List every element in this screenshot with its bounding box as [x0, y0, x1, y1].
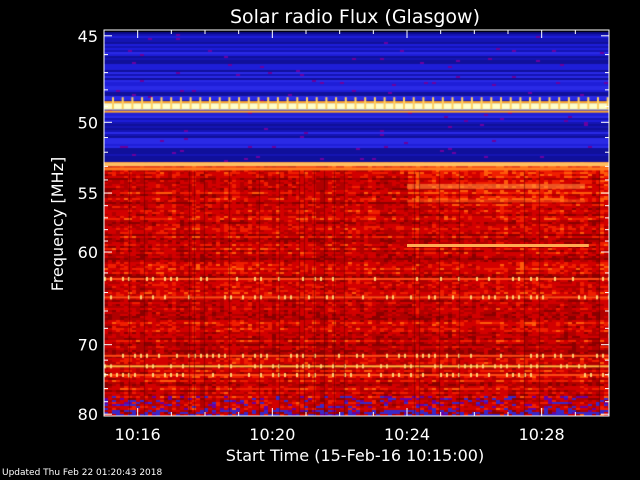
x-tick-label: 10:20 — [249, 425, 295, 444]
x-tick-label: 10:28 — [519, 425, 565, 444]
plot-frame — [103, 29, 610, 417]
y-tick-label: 70 — [78, 336, 98, 355]
x-tick-label: 10:24 — [384, 425, 430, 444]
y-tick-label: 80 — [78, 405, 98, 424]
x-tick-label: 10:16 — [115, 425, 161, 444]
y-tick-label: 55 — [78, 184, 98, 203]
updated-timestamp: Updated Thu Feb 22 01:20:43 2018 — [2, 468, 163, 478]
y-tick-label: 50 — [78, 113, 98, 132]
y-tick-label: 60 — [78, 243, 98, 262]
axes: 45 50 55 60 70 80 10:16 10:20 10:24 10:28 — [78, 27, 610, 444]
plot-area — [104, 30, 609, 416]
chart-title: Solar radio Flux (Glasgow) — [230, 6, 480, 28]
y-tick-label: 45 — [78, 27, 98, 46]
y-axis-label: Frequency [MHz] — [48, 157, 67, 291]
x-axis-label: Start Time (15-Feb-16 10:15:00) — [226, 446, 484, 465]
spectrogram-image — [104, 30, 609, 416]
